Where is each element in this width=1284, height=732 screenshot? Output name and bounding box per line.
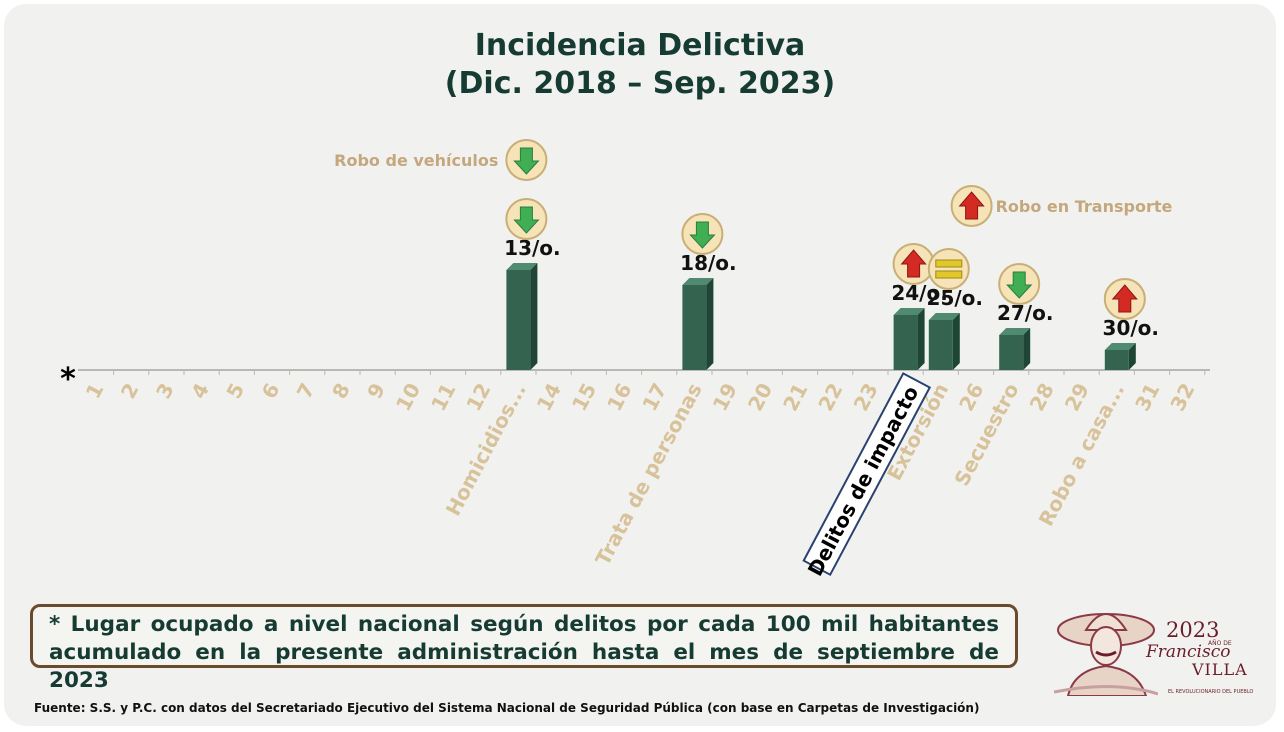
down-arrow-icon bbox=[513, 147, 540, 175]
rank-label: 18/o. bbox=[680, 251, 736, 275]
trend-badge-delitos-de-impacto bbox=[892, 243, 935, 285]
logo-tagline: EL REVOLUCIONARIO DEL PUEBLO bbox=[1168, 689, 1254, 695]
footnote-box: * Lugar ocupado a nivel nacional según d… bbox=[30, 604, 1018, 693]
bar-homicidios bbox=[506, 263, 538, 370]
bar-side bbox=[1023, 328, 1031, 370]
tick-label: 16 bbox=[602, 379, 636, 415]
tick-label: 5 bbox=[221, 379, 249, 403]
tick-label: 17 bbox=[637, 379, 671, 415]
rank-label: 25/o. bbox=[927, 286, 983, 310]
tick-label: 23 bbox=[849, 379, 883, 415]
tick-label: 22 bbox=[813, 379, 847, 415]
francisco-villa-logo: 2023 AÑO DE Francisco VILLA EL REVOLUCIO… bbox=[1042, 592, 1264, 706]
bar-top bbox=[893, 308, 925, 315]
bar-top bbox=[1104, 343, 1136, 350]
callout-badge-robo-de-vehiculos bbox=[505, 139, 548, 181]
bar-side bbox=[530, 263, 538, 370]
tick-label: 19 bbox=[708, 379, 742, 415]
tick-label: 14 bbox=[532, 379, 566, 415]
bar-side bbox=[952, 313, 960, 370]
tick-label: 20 bbox=[743, 379, 777, 415]
logo-name-line-1: Francisco bbox=[1146, 642, 1231, 662]
bar-top bbox=[928, 313, 960, 320]
callout-badge-robo-en-transporte bbox=[950, 185, 993, 227]
up-arrow-icon bbox=[1111, 284, 1138, 313]
logo-year: 2023 bbox=[1166, 618, 1220, 642]
trend-badge-trata-de-personas bbox=[681, 213, 724, 255]
down-arrow-icon bbox=[689, 221, 716, 249]
bar-extorsion bbox=[928, 313, 960, 370]
bar-front bbox=[893, 315, 918, 370]
tick-label: 28 bbox=[1025, 379, 1059, 415]
bar-front bbox=[682, 285, 707, 370]
trend-badge-homicidios bbox=[505, 198, 548, 240]
tick-label: 21 bbox=[778, 379, 812, 415]
tick-label: 10 bbox=[391, 379, 425, 415]
tick-label: 11 bbox=[426, 379, 460, 415]
tick-label: 8 bbox=[327, 379, 355, 403]
tick-label: 3 bbox=[151, 379, 179, 403]
bar-front bbox=[1104, 350, 1129, 370]
tick-label: 15 bbox=[567, 379, 601, 415]
callout-label: Robo de vehículos bbox=[334, 151, 498, 170]
tick-label: 26 bbox=[954, 379, 988, 415]
bar-trata-de-personas bbox=[682, 278, 714, 370]
source-text: Fuente: S.S. y P.C. con datos del Secret… bbox=[34, 701, 980, 715]
trend-badge-extorsion bbox=[927, 248, 970, 290]
bar-top bbox=[682, 278, 714, 285]
bar-side bbox=[1128, 343, 1136, 370]
trend-badge-robo-a-casa bbox=[1103, 278, 1146, 320]
slide: Incidencia Delictiva (Dic. 2018 – Sep. 2… bbox=[4, 4, 1276, 726]
badge-circle bbox=[927, 248, 970, 290]
down-arrow-icon bbox=[1006, 271, 1033, 299]
bar-secuestro bbox=[999, 328, 1031, 370]
portrait-icon bbox=[1054, 613, 1158, 696]
tick-label: 6 bbox=[257, 379, 285, 403]
up-arrow-icon bbox=[900, 249, 927, 278]
logo-name-line-2: VILLA bbox=[1192, 660, 1248, 679]
tick-label: 31 bbox=[1130, 379, 1164, 415]
rank-label: 27/o. bbox=[997, 301, 1053, 325]
bar-side bbox=[706, 278, 714, 370]
chart-title-line-1: Incidencia Delictiva bbox=[474, 28, 806, 63]
bar-top bbox=[999, 328, 1031, 335]
tick-label: 12 bbox=[461, 379, 495, 415]
tick-label: 4 bbox=[186, 379, 214, 403]
rank-label: 30/o. bbox=[1103, 316, 1159, 340]
rank-label: 13/o. bbox=[504, 236, 560, 260]
tick-label: 9 bbox=[362, 379, 390, 403]
chart-title-line-2: (Dic. 2018 – Sep. 2023) bbox=[444, 66, 836, 101]
bar-delitos-de-impacto bbox=[893, 308, 925, 370]
tick-label: 1 bbox=[81, 379, 109, 403]
callout-label: Robo en Transporte bbox=[996, 197, 1173, 216]
bar-front bbox=[928, 320, 953, 370]
bar-robo-a-casa bbox=[1104, 343, 1136, 370]
axis-asterisk: * bbox=[60, 362, 76, 397]
down-arrow-icon bbox=[513, 206, 540, 234]
equal-icon-bar bbox=[935, 270, 963, 279]
trend-badge-secuestro bbox=[998, 263, 1041, 305]
tick-label: 7 bbox=[292, 379, 320, 403]
up-arrow-icon bbox=[958, 191, 985, 220]
tick-label: 29 bbox=[1060, 379, 1094, 415]
highlight-box bbox=[802, 372, 932, 577]
logo-subtitle: AÑO DE bbox=[1208, 640, 1232, 647]
tick-label: 32 bbox=[1165, 379, 1199, 415]
tick-label: 2 bbox=[116, 379, 144, 403]
equal-icon-bar bbox=[935, 259, 963, 268]
bar-top bbox=[506, 263, 538, 270]
bar-side bbox=[917, 308, 925, 370]
bar-front bbox=[506, 270, 531, 370]
bar-front bbox=[999, 335, 1024, 370]
